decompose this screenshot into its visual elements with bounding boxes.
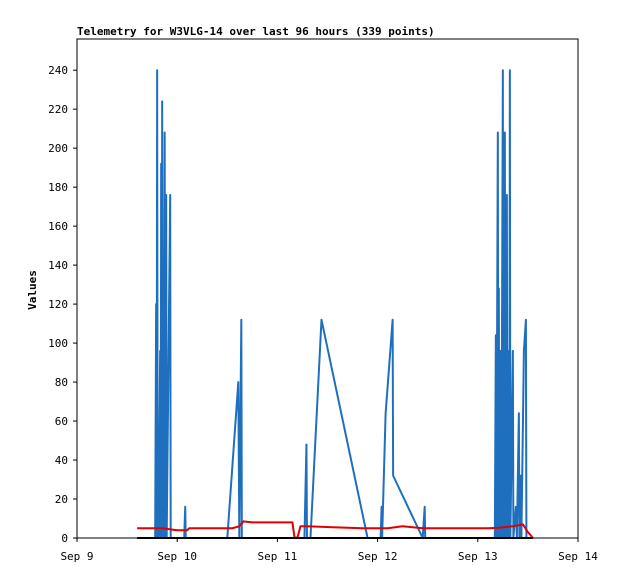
x-tick-label: Sep 12	[358, 550, 398, 563]
series-line-1	[137, 520, 534, 539]
y-tick-label: 140	[48, 259, 68, 272]
y-tick-label: 20	[55, 493, 68, 506]
y-tick-label: 220	[48, 103, 68, 116]
y-tick-label: 40	[55, 454, 68, 467]
plot-area: 0 20 40 60 80 100 120 140 160 180 200 220 240 Sep 9 Se…	[48, 38, 598, 563]
y-tick-label: 0	[61, 532, 68, 545]
y-tick-label: 120	[48, 298, 68, 311]
y-axis-label: Values	[26, 270, 39, 310]
x-tick-label: Sep 14	[558, 550, 598, 563]
x-tick-label: Sep 9	[60, 550, 93, 563]
x-tick-label: Sep 11	[258, 550, 298, 563]
y-tick-label: 200	[48, 142, 68, 155]
y-tick-label: 100	[48, 337, 68, 350]
series-line-0	[154, 69, 528, 539]
x-tick-label: Sep 10	[157, 550, 197, 563]
y-tick-label: 180	[48, 181, 68, 194]
y-tick-label: 60	[55, 415, 68, 428]
y-tick-label: 160	[48, 220, 68, 233]
y-tick-label: 240	[48, 64, 68, 77]
x-tick-label: Sep 13	[458, 550, 498, 563]
y-tick-label: 80	[55, 376, 68, 389]
chart-title: Telemetry for W3VLG-14 over last 96 hour…	[77, 25, 435, 38]
